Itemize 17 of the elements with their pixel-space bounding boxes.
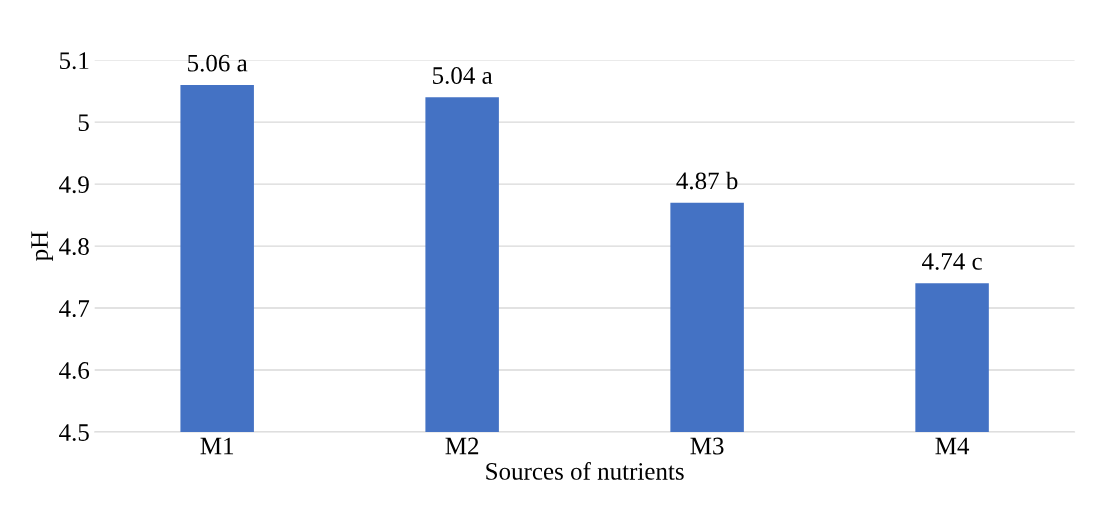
data-label: 4.87 b xyxy=(676,171,738,190)
data-label: 5.06 a xyxy=(188,54,248,72)
y-axis-title: pH xyxy=(31,231,54,261)
y-tick-label: 5 xyxy=(78,114,89,132)
data-label: 5.04 a xyxy=(433,67,493,85)
y-tick-label: 4.8 xyxy=(59,238,89,256)
x-tick-label: M2 xyxy=(445,437,479,455)
y-tick-label: 5.1 xyxy=(60,52,89,70)
y-tick-label: 4.6 xyxy=(59,362,90,380)
y-tick-label: 4.5 xyxy=(59,424,89,441)
x-tick-label: M1 xyxy=(200,437,234,455)
x-axis-title: Sources of nutrients xyxy=(486,462,684,480)
y-tick-label: 4.9 xyxy=(59,176,89,194)
x-tick-label: M4 xyxy=(935,437,970,455)
data-label: 4.74 c xyxy=(922,253,982,270)
x-tick-label: M3 xyxy=(690,437,724,455)
y-tick-label: 4.7 xyxy=(59,300,90,318)
